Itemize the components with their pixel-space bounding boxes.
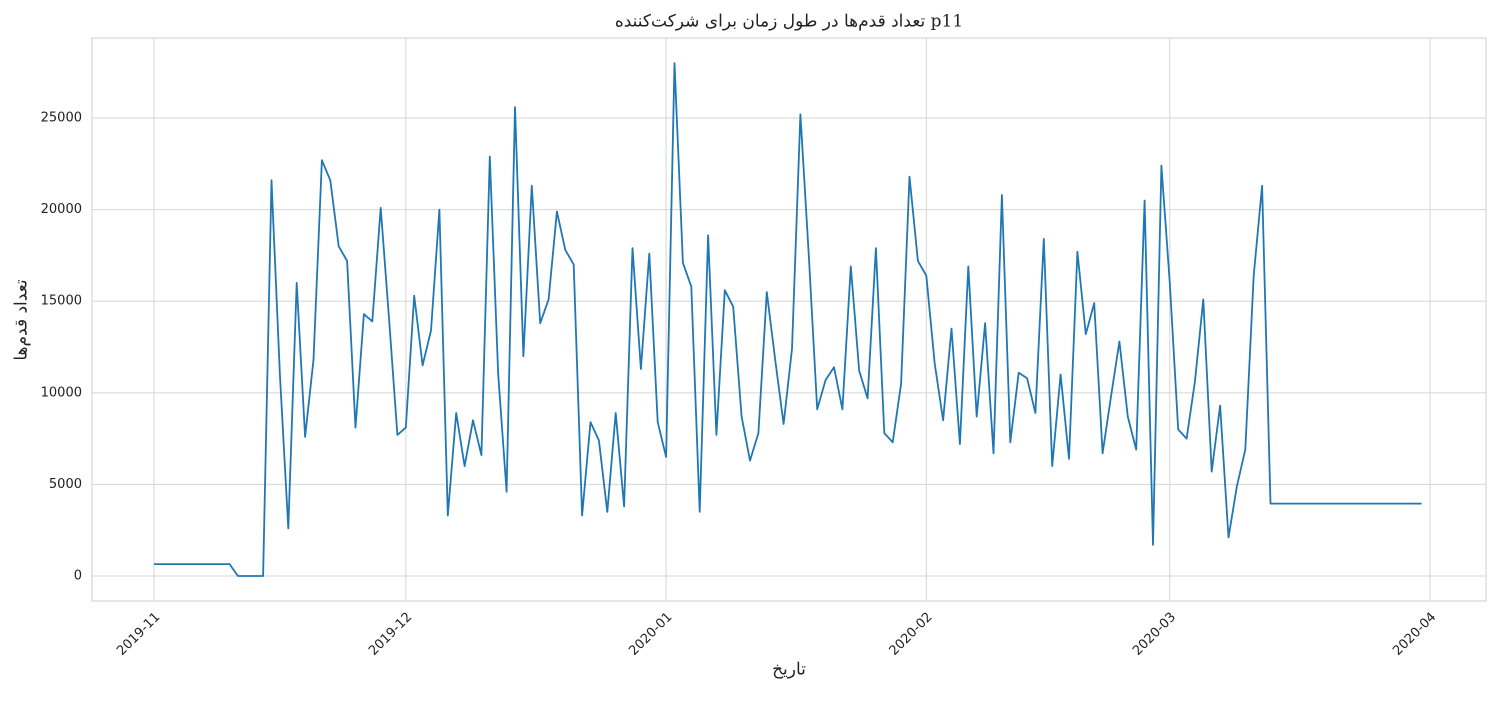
- x-tick-label: 2020-01: [626, 610, 675, 659]
- y-tick-label: 20000: [41, 202, 82, 217]
- x-tick-label: 2019-12: [366, 610, 415, 659]
- x-tick-label: 2019-11: [114, 610, 163, 659]
- y-tick-label: 25000: [41, 111, 82, 126]
- chart-title: تعداد قدم‌ها در طول زمان برای شرکت‌کننده…: [615, 12, 963, 32]
- y-tick-label: 0: [74, 568, 82, 583]
- x-tick-label: 2020-02: [887, 610, 936, 659]
- y-tick-label: 5000: [49, 477, 82, 492]
- x-axis-label: تاریخ: [772, 660, 806, 680]
- y-axis-label: تعداد قدم‌ها: [12, 279, 32, 361]
- x-tick-label: 2020-04: [1390, 610, 1439, 659]
- y-tick-label: 10000: [41, 385, 82, 400]
- y-tick-label: 15000: [41, 294, 82, 309]
- line: [154, 62, 1422, 577]
- plot-area: [91, 37, 1487, 602]
- x-tick-label: 2020-03: [1130, 610, 1179, 659]
